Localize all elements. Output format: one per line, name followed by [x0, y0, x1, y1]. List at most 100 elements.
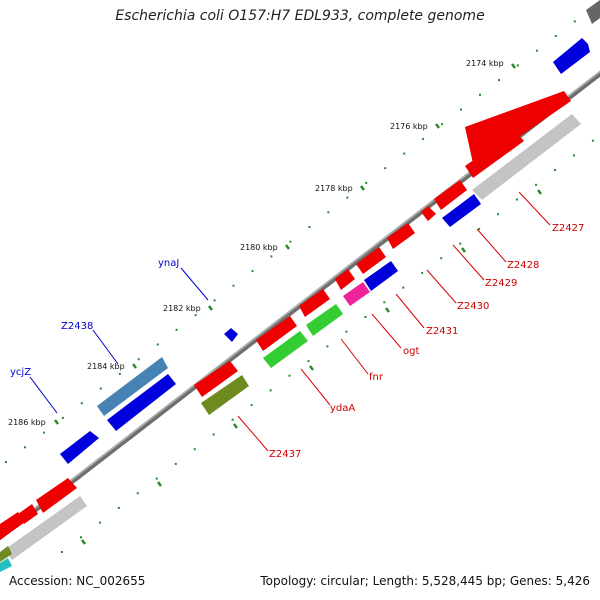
outer-track-dot — [573, 20, 576, 23]
inner-track-dot — [80, 536, 82, 539]
inner-track-dot — [212, 433, 215, 436]
inner-track-dot — [516, 198, 518, 201]
cds-reverse-green-1[interactable] — [306, 304, 343, 336]
cds-forward-blue[interactable] — [553, 38, 590, 74]
outer-track-dot — [80, 402, 83, 405]
inner-track-dot — [459, 242, 462, 245]
outer-track-dot — [270, 255, 273, 258]
outer-track-dot — [156, 343, 159, 346]
cds-reverse-red-12[interactable] — [18, 504, 38, 524]
inner-track-dot — [572, 154, 575, 157]
outer-track-dot — [327, 211, 330, 214]
gene-label-ogt[interactable]: ogt — [403, 346, 419, 357]
inner-track-dot — [193, 448, 196, 451]
cds-forward-blue-left[interactable] — [60, 431, 99, 464]
inner-track-dot — [478, 227, 481, 230]
gene-label-Z2438[interactable]: Z2438 — [61, 321, 93, 332]
cds-reverse-red-13[interactable] — [0, 512, 25, 540]
inner-track-dot — [497, 213, 500, 216]
cds-reverse-red-11[interactable] — [36, 478, 77, 513]
outer-track-dot — [403, 152, 406, 155]
outer-track-dot — [137, 358, 140, 361]
cds-reverse-red-9[interactable] — [256, 316, 297, 351]
cds-reverse-gray-top[interactable] — [586, 0, 600, 24]
cds-reverse-olive[interactable] — [201, 375, 249, 415]
inner-track-dot — [61, 551, 63, 553]
cds-reverse-green-2[interactable] — [263, 331, 308, 368]
outer-track-dot — [535, 49, 538, 52]
outer-track-dot — [232, 284, 235, 287]
gene-label-ycjZ[interactable]: ycjZ — [10, 367, 31, 378]
inner-track-dot — [402, 286, 405, 289]
gene-label-Z2431[interactable]: Z2431 — [426, 326, 458, 337]
cds-reverse-cyan-small[interactable] — [0, 558, 12, 572]
scale-label-2180: 2180 kbp — [240, 243, 278, 252]
cds-reverse-red-2[interactable] — [465, 131, 524, 178]
cds-reverse-red-4[interactable] — [421, 206, 436, 221]
gene-label-ydaA[interactable]: ydaA — [330, 403, 355, 414]
outer-track-dot — [384, 167, 387, 170]
outer-track-dot — [24, 446, 26, 449]
gene-label-Z2427[interactable]: Z2427 — [552, 223, 584, 234]
cds-forward-blue-long[interactable] — [107, 374, 176, 431]
outer-track-dot — [365, 181, 368, 184]
inner-track-dot — [440, 257, 443, 260]
accession-text: Accession: NC_002655 — [9, 574, 146, 588]
inner-track-dot — [155, 477, 158, 480]
cds-reverse-magenta[interactable] — [343, 282, 370, 306]
scale-label-2182: 2182 kbp — [163, 304, 201, 313]
reverse-label-leaders — [237, 191, 551, 452]
inner-track-dot — [117, 506, 120, 509]
scale-label-2178: 2178 kbp — [315, 184, 353, 193]
cds-reverse-red-5[interactable] — [387, 223, 415, 249]
outer-track-dot — [251, 270, 254, 273]
inner-track-dot — [421, 271, 424, 274]
cds-reverse-red-10[interactable] — [194, 361, 238, 397]
gene-label-Z2430[interactable]: Z2430 — [457, 301, 489, 312]
outer-track-dot — [479, 93, 481, 96]
inner-track-dot — [591, 139, 594, 142]
gene-label-Z2437[interactable]: Z2437 — [269, 449, 301, 460]
gene-label-Z2429[interactable]: Z2429 — [485, 278, 517, 289]
outer-track-dot — [422, 137, 425, 140]
gene-label-fnr[interactable]: fnr — [369, 372, 384, 383]
outer-track-dot — [175, 328, 178, 331]
outer-track-dot — [554, 35, 557, 37]
genome-summary-text: Topology: circular; Length: 5,528,445 bp… — [260, 574, 590, 588]
outer-track-dot — [308, 226, 311, 228]
inner-track-dot — [326, 345, 329, 348]
cds-forward-steel[interactable] — [97, 357, 168, 416]
outer-track-dot — [61, 416, 64, 419]
cds-reverse-gray-2[interactable] — [4, 496, 87, 560]
map-title: Escherichia coli O157:H7 EDL933, complet… — [115, 8, 485, 24]
cds-reverse-red-8[interactable] — [299, 289, 330, 317]
inner-track-dot — [136, 492, 139, 495]
cds-reverse-blue-1[interactable] — [442, 194, 481, 227]
inner-track-dot — [345, 330, 348, 333]
reverse-strand-features — [0, 0, 600, 572]
inner-track-dot — [269, 389, 272, 392]
cds-forward-blue-small[interactable] — [224, 328, 238, 342]
inner-track-dot — [250, 404, 253, 407]
gene-label-ynaJ[interactable]: ynaJ — [158, 258, 179, 269]
cds-reverse-red-6[interactable] — [356, 247, 386, 274]
outer-track-dot — [213, 299, 216, 302]
inner-track-dot — [535, 183, 537, 186]
cds-reverse-red-3[interactable] — [434, 180, 467, 210]
outer-track-dot — [99, 387, 102, 390]
inner-track-dot — [554, 169, 556, 172]
cds-reverse-olive-small[interactable] — [0, 546, 12, 562]
cds-reverse-blue-2[interactable] — [364, 261, 398, 291]
scale-ticks — [54, 63, 542, 545]
gene-label-Z2428[interactable]: Z2428 — [507, 260, 539, 271]
cds-reverse-red-7[interactable] — [335, 269, 355, 290]
inner-track-dot — [307, 360, 310, 363]
outer-track-dot — [289, 240, 292, 243]
inner-track-dot — [288, 374, 291, 377]
outer-track-dot — [194, 314, 197, 317]
scale-label-2174: 2174 kbp — [466, 59, 504, 68]
cds-reverse-gray-1[interactable] — [472, 114, 581, 200]
outer-track-dot — [346, 196, 349, 199]
inner-track-dot — [364, 316, 367, 318]
